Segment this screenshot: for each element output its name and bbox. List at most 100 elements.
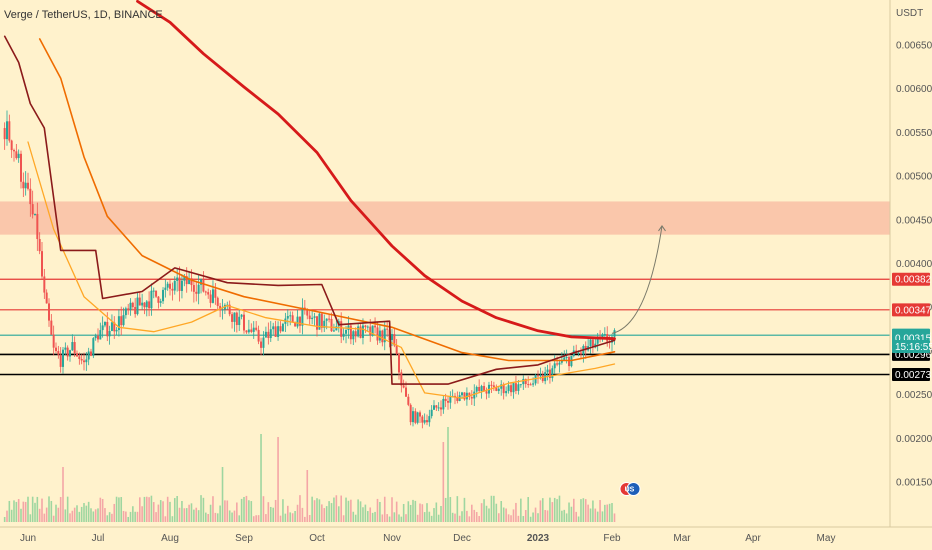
volume-bar — [553, 497, 556, 522]
volume-bar — [577, 516, 580, 522]
volume-bar — [539, 500, 542, 522]
volume-bar — [500, 501, 503, 522]
price-tick-label: 0.00550 — [896, 128, 932, 139]
candle-body — [269, 329, 272, 339]
volume-bar — [409, 504, 412, 522]
volume-bar — [162, 501, 164, 522]
volume-bar — [120, 497, 123, 522]
candle-body — [50, 320, 53, 335]
volume-bar — [224, 500, 226, 522]
candle-body — [240, 314, 243, 317]
volume-bar — [265, 514, 267, 522]
volume-bar — [145, 496, 148, 522]
volume-bar — [318, 499, 321, 522]
candle-body — [335, 326, 338, 331]
volume-bar — [400, 516, 403, 522]
volume-bar — [94, 509, 97, 522]
volume-bar — [549, 497, 551, 522]
candle-body — [190, 278, 193, 286]
volume-bar — [152, 502, 155, 522]
candle-body — [247, 329, 250, 333]
volume-bar — [20, 508, 22, 522]
candle-body — [289, 315, 292, 317]
candle-body — [539, 374, 542, 377]
candle-body — [13, 150, 15, 152]
volume-bar — [461, 511, 463, 522]
volume-bar — [517, 515, 520, 522]
candle-body — [221, 309, 224, 311]
level-price-label: 0.00382 — [895, 275, 932, 286]
candle-body — [3, 128, 6, 140]
candle-body — [524, 378, 527, 385]
volume-bar — [440, 505, 442, 522]
volume-bar — [507, 514, 510, 522]
volume-bar — [166, 496, 169, 522]
time-axis[interactable]: Jun Jul Aug Sep Oct Nov Dec 2023 Feb Mar Apr May — [20, 533, 836, 544]
projection-layer — [611, 225, 666, 334]
volume-bar — [6, 510, 8, 522]
candle-body — [308, 315, 311, 320]
volume-bar — [444, 497, 447, 522]
volume-bar — [304, 516, 306, 522]
candle-body — [490, 384, 493, 386]
candle-body — [332, 330, 335, 332]
candle-body — [97, 335, 99, 340]
candle-body — [162, 289, 165, 302]
volume-bar — [134, 511, 136, 522]
candle-body — [298, 316, 301, 326]
candle-body — [180, 280, 183, 291]
volume-bar — [379, 501, 381, 522]
volume-bar — [311, 496, 313, 522]
candle-body — [296, 316, 299, 327]
volume-bar — [371, 512, 374, 522]
candle-body — [386, 328, 389, 330]
candle-body — [90, 351, 92, 356]
volume-bar — [391, 497, 393, 522]
candle-body — [129, 302, 132, 310]
candle-body — [534, 375, 537, 384]
candle-body — [352, 331, 355, 340]
candle-body — [101, 325, 104, 331]
volume-bar — [50, 500, 53, 522]
time-tick-label: Nov — [383, 533, 401, 544]
moving-averages-layer — [3, 0, 616, 399]
volume-bar — [419, 503, 421, 522]
candle-body — [264, 331, 267, 338]
candle-body — [279, 326, 282, 332]
candle-body — [108, 331, 111, 337]
candle-body — [85, 359, 88, 363]
volume-bar — [546, 510, 549, 522]
candle-body — [59, 354, 62, 367]
candle-body — [584, 345, 587, 351]
volume-bar — [601, 511, 604, 522]
volume-bar — [568, 502, 570, 522]
volume-bar — [122, 510, 125, 522]
volume-bar — [437, 514, 440, 522]
candle-body — [313, 316, 316, 318]
candle-body — [200, 279, 203, 285]
volume-bar — [178, 507, 181, 522]
candle-body — [8, 121, 11, 141]
volume-bar — [15, 501, 18, 522]
volume-bar — [451, 512, 454, 522]
candle-body — [577, 352, 580, 354]
volume-bar — [127, 516, 129, 522]
candle-body — [374, 325, 377, 328]
volume-bar — [512, 509, 515, 522]
volume-bar — [243, 496, 245, 522]
volume-bar — [611, 503, 613, 522]
candle-body — [257, 329, 260, 342]
volume-bar — [43, 513, 46, 522]
candle-body — [303, 307, 306, 309]
volume-bar — [277, 437, 279, 522]
candle-body — [485, 391, 488, 394]
candle-body — [357, 326, 360, 337]
candle-body — [171, 288, 174, 291]
volume-bar — [200, 495, 202, 522]
candle-body — [291, 315, 294, 323]
candle-body — [596, 336, 599, 344]
candle-body — [178, 277, 181, 291]
volume-bar — [209, 504, 212, 522]
candle-body — [383, 328, 386, 343]
candle-body — [558, 362, 561, 365]
